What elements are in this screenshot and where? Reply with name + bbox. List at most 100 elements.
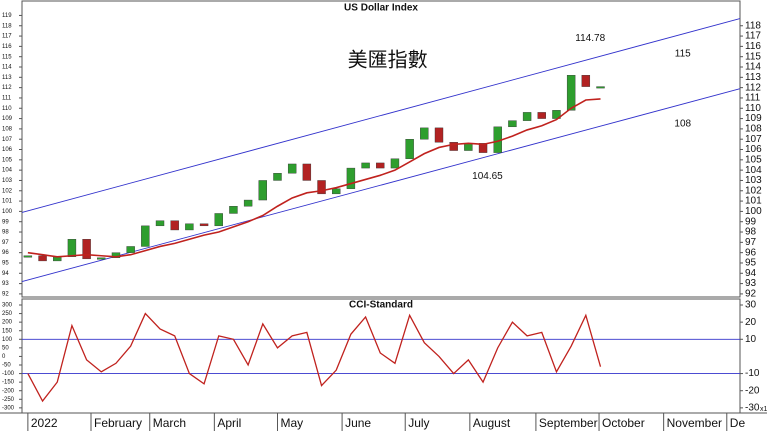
y-tick-label: -250: [2, 397, 15, 403]
y-tick-label: 117: [2, 34, 12, 40]
y-tick-label: -50: [2, 363, 11, 369]
x-tick-label: March: [153, 416, 186, 430]
candle: [566, 75, 576, 111]
candle: [346, 167, 356, 189]
y-tick-label: -150: [2, 380, 15, 386]
y2-tick-label: 100: [745, 206, 762, 217]
annotation: 美匯指數: [348, 47, 428, 71]
y2-tick-label: -10: [745, 368, 760, 379]
candle: [126, 246, 135, 253]
annotation: 104.65: [472, 171, 503, 182]
y2-tick-label: 115: [745, 51, 761, 62]
x-tick-label: 2022: [31, 416, 58, 430]
y-tick-label: 116: [2, 44, 12, 50]
candle: [67, 239, 77, 257]
cci-line: [27, 312, 602, 403]
price-panel: [21, 0, 741, 298]
y2-tick-label: 104: [745, 165, 762, 176]
y-tick-label: 102: [2, 188, 13, 194]
y-tick-label: -200: [2, 388, 15, 394]
y-tick-label: -100: [2, 371, 15, 377]
y-tick-label: 114: [2, 65, 12, 71]
x-tick-label: June: [345, 416, 371, 430]
x-tick-label: July: [408, 416, 429, 430]
y2-tick-label: 105: [745, 154, 762, 165]
y-tick-label: 150: [2, 328, 13, 334]
candle: [537, 112, 546, 119]
candle: [111, 252, 121, 259]
candle: [199, 223, 209, 227]
y2-tick-label: 113: [745, 72, 761, 83]
y-tick-label: 98: [2, 230, 9, 236]
y-tick-label: 92: [2, 291, 9, 297]
y-tick-label: 112: [2, 85, 12, 91]
y-tick-label: 300: [2, 303, 13, 309]
y2-tick-label: -20: [745, 385, 760, 396]
y-tick-label: 50: [2, 345, 9, 351]
candle: [185, 223, 194, 231]
x-tick-label: February: [94, 416, 142, 430]
y2-scale-label: x10: [760, 406, 767, 413]
y-tick-label: 100: [2, 337, 13, 343]
candle: [478, 143, 488, 153]
y-tick-label: 250: [2, 311, 13, 317]
y2-tick-label: 96: [745, 247, 757, 258]
annotation: 114.78: [575, 33, 605, 44]
y-tick-label: -300: [2, 405, 15, 411]
candle: [38, 255, 47, 262]
candle: [434, 127, 444, 143]
y2-tick-label: 114: [745, 62, 761, 73]
candle: [596, 86, 605, 89]
candle: [390, 158, 400, 169]
candle: [376, 162, 385, 169]
y2-tick-label: 112: [745, 82, 761, 93]
y-tick-label: 103: [2, 178, 13, 184]
y-tick-label: 100: [2, 209, 13, 215]
candle: [317, 180, 326, 195]
y2-tick-label: 97: [745, 237, 757, 248]
y2-tick-label: 10: [745, 334, 757, 345]
y-tick-label: 101: [2, 199, 13, 205]
candle: [420, 127, 429, 140]
y2-tick-label: 117: [745, 31, 761, 42]
y2-tick-label: 108: [745, 124, 762, 135]
y2-tick-label: 110: [745, 103, 761, 114]
x-tick-label: August: [473, 416, 511, 430]
candle: [82, 239, 91, 260]
x-tick-label: November: [667, 416, 722, 430]
y-tick-label: 93: [2, 281, 9, 287]
cci-title: CCI-Standard: [349, 300, 413, 311]
y-tick-label: 200: [2, 320, 13, 326]
y2-tick-label: 102: [745, 185, 762, 196]
y-tick-label: 110: [2, 106, 12, 112]
y-tick-label: 119: [2, 13, 12, 19]
trendline: [21, 88, 741, 282]
y2-tick-label: 30: [745, 300, 757, 311]
x-tick-label: April: [217, 416, 241, 430]
candle: [332, 188, 341, 195]
candle: [243, 199, 253, 207]
trendline-label: 108: [674, 119, 691, 130]
y-tick-label: 97: [2, 240, 9, 246]
y2-tick-label: 116: [745, 41, 761, 52]
x-tick-label: De: [730, 416, 746, 430]
y2-tick-label: 107: [745, 134, 762, 145]
candle: [405, 139, 414, 159]
moving-average: [27, 98, 601, 258]
candle: [581, 75, 591, 87]
y-tick-label: 108: [2, 126, 13, 132]
candle: [170, 220, 179, 231]
trendline-label: 115: [675, 49, 691, 60]
y2-tick-label: 98: [745, 227, 757, 238]
y-tick-label: 115: [2, 54, 12, 60]
chart-title: US Dollar Index: [344, 3, 418, 14]
y-tick-label: 113: [2, 75, 12, 81]
x-tick-label: October: [602, 416, 645, 430]
trendline: [21, 18, 741, 213]
candle: [287, 163, 297, 174]
x-tick-label: September: [539, 416, 598, 430]
y2-tick-label: 101: [745, 196, 762, 207]
candle: [23, 255, 33, 258]
